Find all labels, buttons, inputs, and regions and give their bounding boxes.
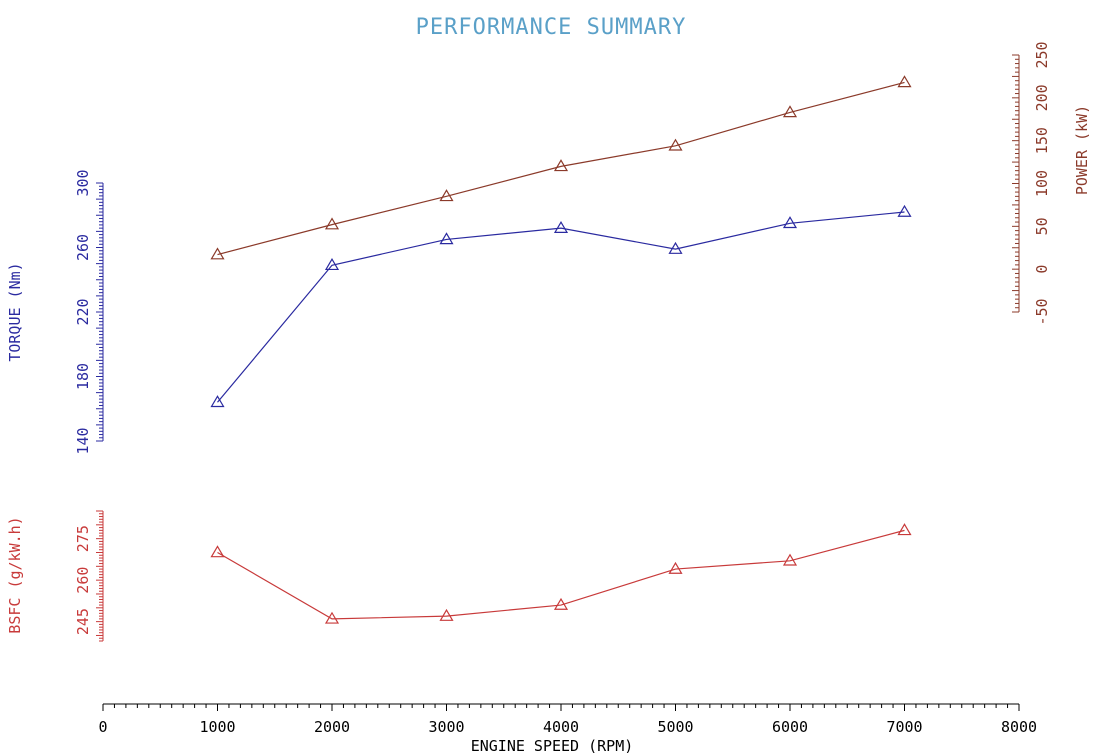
- power-axis: -50 0 50 100 150 200 250 POWER (kW): [1012, 41, 1091, 326]
- power-point: [668, 138, 683, 151]
- power-point: [439, 189, 454, 202]
- power-point: [897, 75, 912, 88]
- torque-point: [324, 258, 340, 271]
- y-tick-label: 250: [1033, 41, 1051, 68]
- torque-point: [668, 241, 683, 254]
- torque-point: [439, 232, 454, 245]
- x-tick-label: 6000: [772, 718, 808, 736]
- y-tick-label: 260: [74, 567, 92, 594]
- bsfc-point: [439, 608, 454, 621]
- y-tick-label: 150: [1033, 127, 1051, 154]
- bsfc-point: [324, 611, 340, 624]
- bsfc-point: [897, 523, 912, 536]
- power-line: [217, 81, 905, 256]
- x-axis-label: ENGINE SPEED (RPM): [471, 737, 634, 753]
- y-tick-label: 50: [1033, 217, 1051, 235]
- x-tick-label: 2000: [314, 718, 350, 736]
- y-tick-label: 245: [74, 608, 92, 635]
- y-tick-label: 100: [1033, 170, 1051, 197]
- series-layer: [210, 75, 912, 624]
- torque-point: [210, 395, 225, 408]
- y-axis-label: BSFC (g/kW.h): [6, 516, 24, 633]
- y-tick-label: -50: [1033, 298, 1051, 325]
- bsfc-point: [553, 597, 569, 610]
- torque-point: [553, 220, 569, 233]
- x-tick-label: 1000: [199, 718, 235, 736]
- bsfc-axis: 245 260 275 BSFC (g/kW.h): [6, 510, 104, 642]
- torque-point: [782, 216, 798, 229]
- x-axis: 0 1000 2000 3000 4000 5000 6000 7000 8000: [98, 703, 1037, 736]
- bsfc-line: [217, 529, 905, 620]
- y-axis-label: POWER (kW): [1073, 105, 1091, 195]
- chart-title: PERFORMANCE SUMMARY: [416, 15, 687, 40]
- x-tick-label: 8000: [1001, 718, 1037, 736]
- y-tick-label: 0: [1033, 265, 1051, 274]
- y-axis-label: TORQUE (Nm): [6, 262, 24, 361]
- y-tick-label: 220: [74, 298, 92, 325]
- bsfc-point: [782, 553, 798, 566]
- x-tick-label: 4000: [543, 718, 579, 736]
- y-tick-label: 200: [1033, 84, 1051, 111]
- bsfc-point: [668, 561, 683, 574]
- y-tick-label: 180: [74, 363, 92, 390]
- y-tick-label: 260: [74, 234, 92, 261]
- y-tick-label: 275: [74, 525, 92, 552]
- y-tick-label: 300: [74, 169, 92, 196]
- power-point: [210, 247, 225, 260]
- torque-point: [897, 204, 912, 217]
- x-tick-label: 5000: [657, 718, 693, 736]
- x-tick-label: 0: [98, 718, 107, 736]
- bsfc-point: [210, 545, 225, 558]
- x-tick-label: 3000: [428, 718, 464, 736]
- power-point: [553, 159, 569, 172]
- y-tick-label: 140: [74, 427, 92, 454]
- power-point: [324, 217, 340, 230]
- power-point: [782, 105, 798, 118]
- x-tick-label: 7000: [886, 718, 922, 736]
- torque-line: [217, 211, 905, 403]
- torque-axis: 140 180 220 260 300 TORQUE (Nm): [6, 169, 104, 455]
